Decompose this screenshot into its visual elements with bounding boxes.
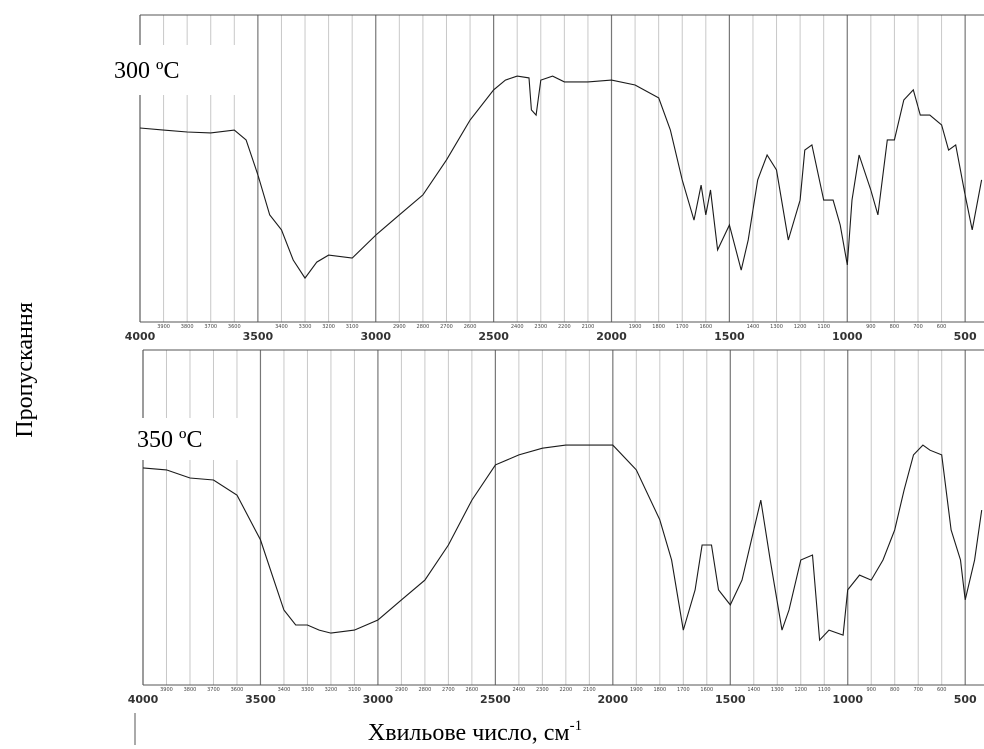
minor-tick-label: 900 <box>866 324 876 330</box>
minor-tick-label: 2200 <box>559 687 572 693</box>
x-tick-label: 2500 <box>478 330 509 343</box>
x-tick-label: 1000 <box>832 693 863 706</box>
minor-tick-label: 3600 <box>231 687 244 693</box>
minor-tick-label: 2900 <box>395 687 408 693</box>
minor-tick-label: 600 <box>937 324 947 330</box>
panel-label: 300 ºC <box>114 58 179 84</box>
x-tick-label: 1500 <box>714 330 745 343</box>
panel-label: 350 ºC <box>137 427 202 453</box>
x-axis-label-sup: -1 <box>570 718 583 734</box>
minor-tick-label: 1300 <box>771 687 784 693</box>
x-axis-label: Хвильове число, см-1 <box>368 718 582 746</box>
x-tick-label: 4000 <box>128 693 159 706</box>
x-tick-label: 3500 <box>245 693 276 706</box>
minor-tick-label: 1200 <box>794 687 807 693</box>
minor-tick-label: 2100 <box>583 687 596 693</box>
minor-tick-label: 3800 <box>184 687 197 693</box>
minor-tick-label: 1100 <box>818 687 831 693</box>
minor-tick-label: 2400 <box>511 324 524 330</box>
minor-tick-label: 2300 <box>536 687 549 693</box>
minor-tick-label: 1600 <box>700 687 713 693</box>
minor-tick-label: 3800 <box>181 324 194 330</box>
x-tick-label: 3000 <box>363 693 394 706</box>
x-tick-label: 3000 <box>360 330 391 343</box>
minor-tick-label: 2800 <box>419 687 432 693</box>
y-axis-label: Пропускання <box>12 302 38 438</box>
minor-tick-label: 3600 <box>228 324 241 330</box>
minor-tick-label: 2600 <box>466 687 479 693</box>
minor-tick-label: 3100 <box>346 324 359 330</box>
minor-tick-label: 3700 <box>204 324 217 330</box>
x-tick-label: 3500 <box>243 330 274 343</box>
minor-tick-label: 1800 <box>652 324 665 330</box>
x-tick-label: 500 <box>954 693 977 706</box>
minor-tick-label: 700 <box>913 324 923 330</box>
minor-tick-label: 2700 <box>442 687 455 693</box>
minor-tick-label: 3200 <box>325 687 338 693</box>
minor-tick-label: 700 <box>913 687 923 693</box>
minor-tick-label: 1800 <box>653 687 666 693</box>
minor-tick-label: 2400 <box>512 687 525 693</box>
x-tick-label: 1000 <box>832 330 863 343</box>
minor-tick-label: 1200 <box>794 324 807 330</box>
minor-tick-label: 3400 <box>278 687 291 693</box>
minor-tick-label: 1900 <box>629 324 642 330</box>
minor-tick-label: 1300 <box>770 324 783 330</box>
minor-tick-label: 3900 <box>160 687 173 693</box>
minor-tick-label: 1700 <box>676 324 689 330</box>
minor-tick-label: 3300 <box>299 324 312 330</box>
x-tick-label: 4000 <box>125 330 156 343</box>
minor-tick-label: 2700 <box>440 324 453 330</box>
minor-tick-label: 1100 <box>817 324 830 330</box>
label-box <box>110 45 235 95</box>
minor-tick-label: 900 <box>866 687 876 693</box>
minor-tick-label: 1600 <box>699 324 712 330</box>
x-tick-label: 2000 <box>598 693 629 706</box>
x-tick-label: 2000 <box>596 330 627 343</box>
minor-tick-label: 2100 <box>582 324 595 330</box>
minor-tick-label: 3200 <box>322 324 335 330</box>
minor-tick-label: 2800 <box>417 324 430 330</box>
minor-tick-label: 2600 <box>464 324 477 330</box>
x-tick-label: 2500 <box>480 693 511 706</box>
spectrum-line <box>139 75 983 280</box>
x-tick-label: 1500 <box>715 693 746 706</box>
minor-tick-label: 1400 <box>747 324 760 330</box>
minor-tick-label: 3100 <box>348 687 361 693</box>
minor-tick-label: 3700 <box>207 687 220 693</box>
minor-tick-label: 1900 <box>630 687 643 693</box>
x-tick-label: 500 <box>954 330 977 343</box>
minor-tick-label: 2300 <box>534 324 547 330</box>
minor-tick-label: 1400 <box>747 687 760 693</box>
minor-tick-label: 600 <box>937 687 947 693</box>
minor-tick-label: 3300 <box>301 687 314 693</box>
label-box <box>133 418 238 460</box>
minor-tick-label: 3900 <box>157 324 170 330</box>
minor-tick-label: 3400 <box>275 324 288 330</box>
minor-tick-label: 2900 <box>393 324 406 330</box>
minor-tick-label: 1700 <box>677 687 690 693</box>
spectrum-line <box>142 444 983 642</box>
minor-tick-label: 2200 <box>558 324 571 330</box>
minor-tick-label: 800 <box>890 687 900 693</box>
minor-tick-label: 800 <box>890 324 900 330</box>
x-axis-label-text: Хвильове число, см <box>368 720 570 746</box>
